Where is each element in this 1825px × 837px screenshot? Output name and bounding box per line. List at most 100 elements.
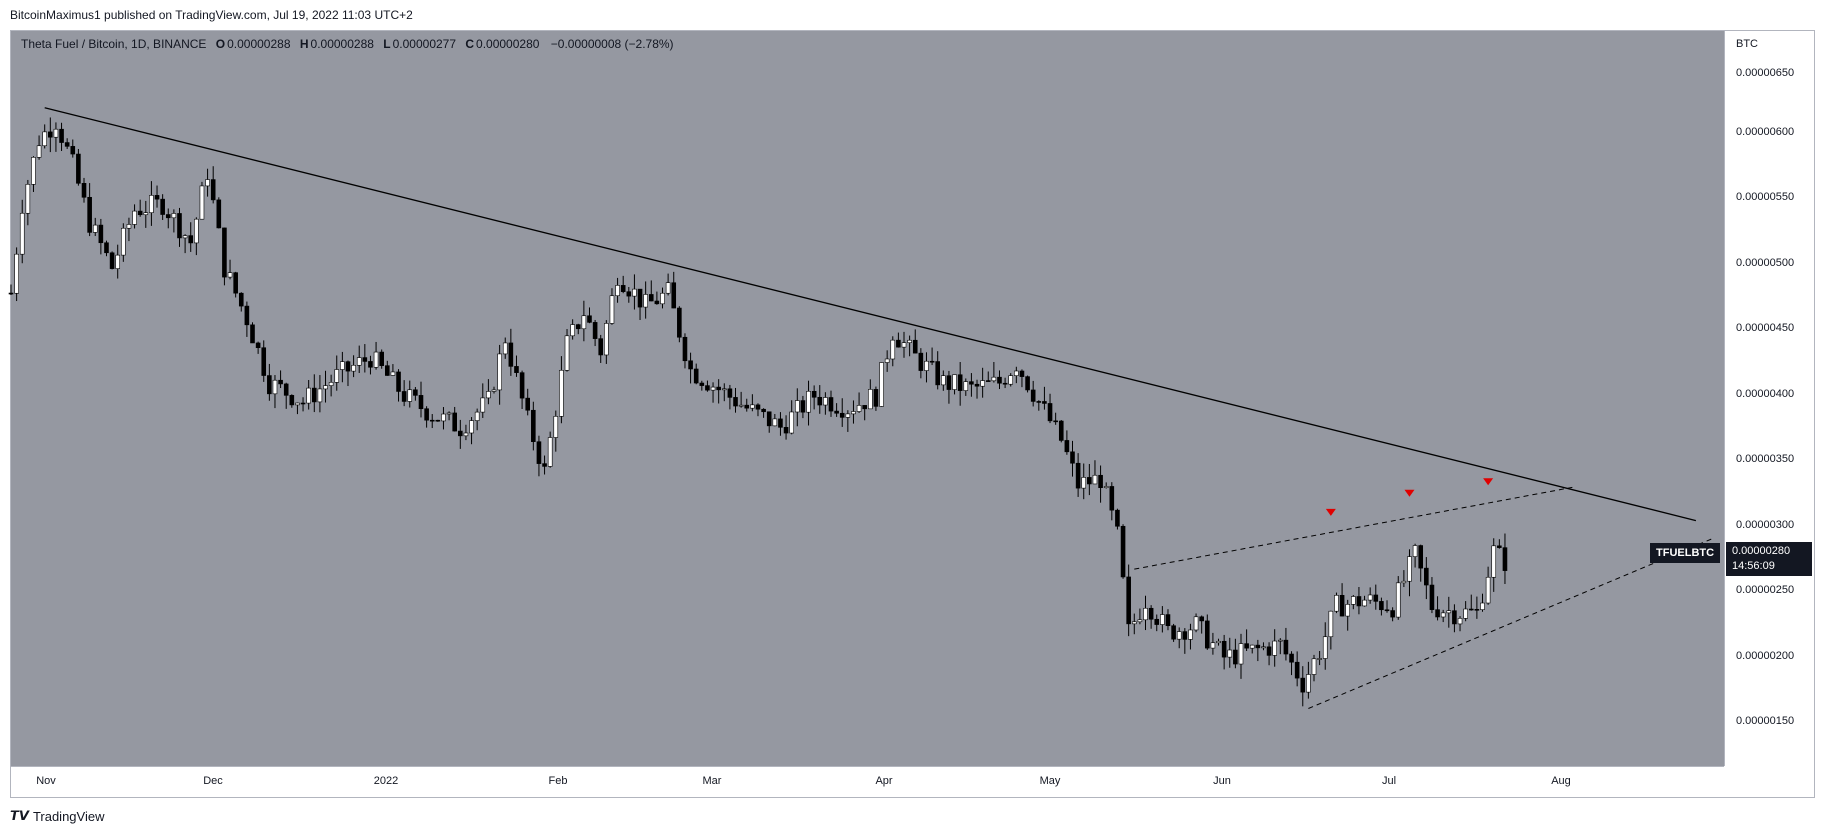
candle-down [1289,653,1294,663]
candle-up [1272,640,1277,656]
candle-down [244,305,250,326]
price-tick: 0.00000550 [1736,191,1795,203]
candle-up [1143,607,1148,621]
candle-up [1328,610,1334,638]
candle-down [693,368,699,384]
candle-up [19,212,25,255]
candle-up [474,411,480,421]
candle-up [143,212,149,216]
candle-down [1356,596,1362,607]
candle-up [559,369,564,417]
candle-up [171,213,177,219]
candle-down [766,411,772,427]
candle-down [1165,614,1171,627]
candle-up [1306,674,1311,693]
plot-area[interactable] [11,31,1724,766]
resistance-marker-icon[interactable] [1483,478,1494,486]
candle-down [1221,640,1227,658]
price-axis[interactable] [1724,31,1814,766]
time-tick: Nov [36,775,56,787]
candle-up [53,128,59,138]
candle-down [160,198,165,215]
price-tick: 0.00000600 [1736,126,1795,138]
candle-up [1103,486,1109,488]
legend-close: 0.00000280 [476,37,540,51]
candle-down [283,383,289,396]
candle-down [637,288,643,308]
candle-down [755,404,761,410]
candle-down [289,395,295,406]
candle-up [1457,618,1463,625]
price-tick: 0.00000400 [1736,388,1795,400]
candle-down [896,339,901,348]
candle-up [963,381,969,391]
wedge-support[interactable] [1308,538,1713,709]
candle-up [609,295,615,324]
candle-down [222,227,227,278]
candle-up [491,389,497,392]
candle-down [109,252,115,269]
candle-down [1233,649,1238,665]
resistance-marker-icon[interactable] [1404,489,1415,497]
time-tick: Aug [1551,775,1571,787]
candle-up [121,227,126,256]
candle-down [59,128,64,143]
candle-down [1424,567,1429,586]
candle-down [598,338,604,356]
price-tick: 0.00000500 [1736,257,1795,269]
resistance-marker-icon[interactable] [1325,508,1336,516]
time-axis[interactable] [11,766,1724,797]
candle-up [789,411,794,434]
candle-down [677,307,682,338]
candle-down [575,324,581,330]
candle-up [31,157,36,185]
candle-up [1014,370,1019,376]
candle-up [1412,545,1418,557]
candles [8,117,1508,707]
candle-down [946,375,952,390]
candle-down [1373,594,1379,602]
candle-down [1182,631,1188,640]
candle-up [1446,610,1452,614]
candle-down [969,381,974,385]
candle-up [604,323,609,356]
candle-down [250,324,255,344]
price-tick: 0.00000450 [1736,322,1795,334]
candle-up [1227,649,1233,658]
legend-open-key: O [215,37,226,51]
candle-up [1188,629,1193,640]
candle-down [733,397,738,407]
candle-up [227,272,233,278]
candle-down [1294,661,1300,679]
candle-down [1115,509,1120,527]
candle-down [1418,545,1424,569]
candle-down [1025,376,1030,391]
footer[interactable]: 𝙏𝙑 TradingView [10,808,104,824]
candle-down [384,365,390,376]
candle-down [76,153,81,184]
candle-down [255,342,261,349]
candle-up [991,376,997,382]
candle-down [1002,382,1008,385]
candle-up [272,379,278,395]
legend-high-key: H [299,37,309,51]
candle-down [362,357,368,362]
legend-low: 0.00000277 [392,37,457,51]
candle-up [92,224,98,233]
candle-up [306,387,311,404]
wedge-resistance[interactable] [1134,486,1573,570]
candle-up [441,413,446,422]
candle-down [379,351,384,366]
legend-low-key: L [383,37,391,51]
descending-trendline[interactable] [44,107,1697,522]
candle-up [446,412,452,415]
candle-down [1087,477,1092,485]
candle-down [1126,576,1131,625]
price-tick: 0.00000300 [1736,519,1795,531]
candle-down [1474,609,1480,611]
time-tick: 2022 [373,775,399,787]
candle-up [126,224,132,229]
candle-up [1216,640,1221,644]
candle-down [671,282,677,309]
